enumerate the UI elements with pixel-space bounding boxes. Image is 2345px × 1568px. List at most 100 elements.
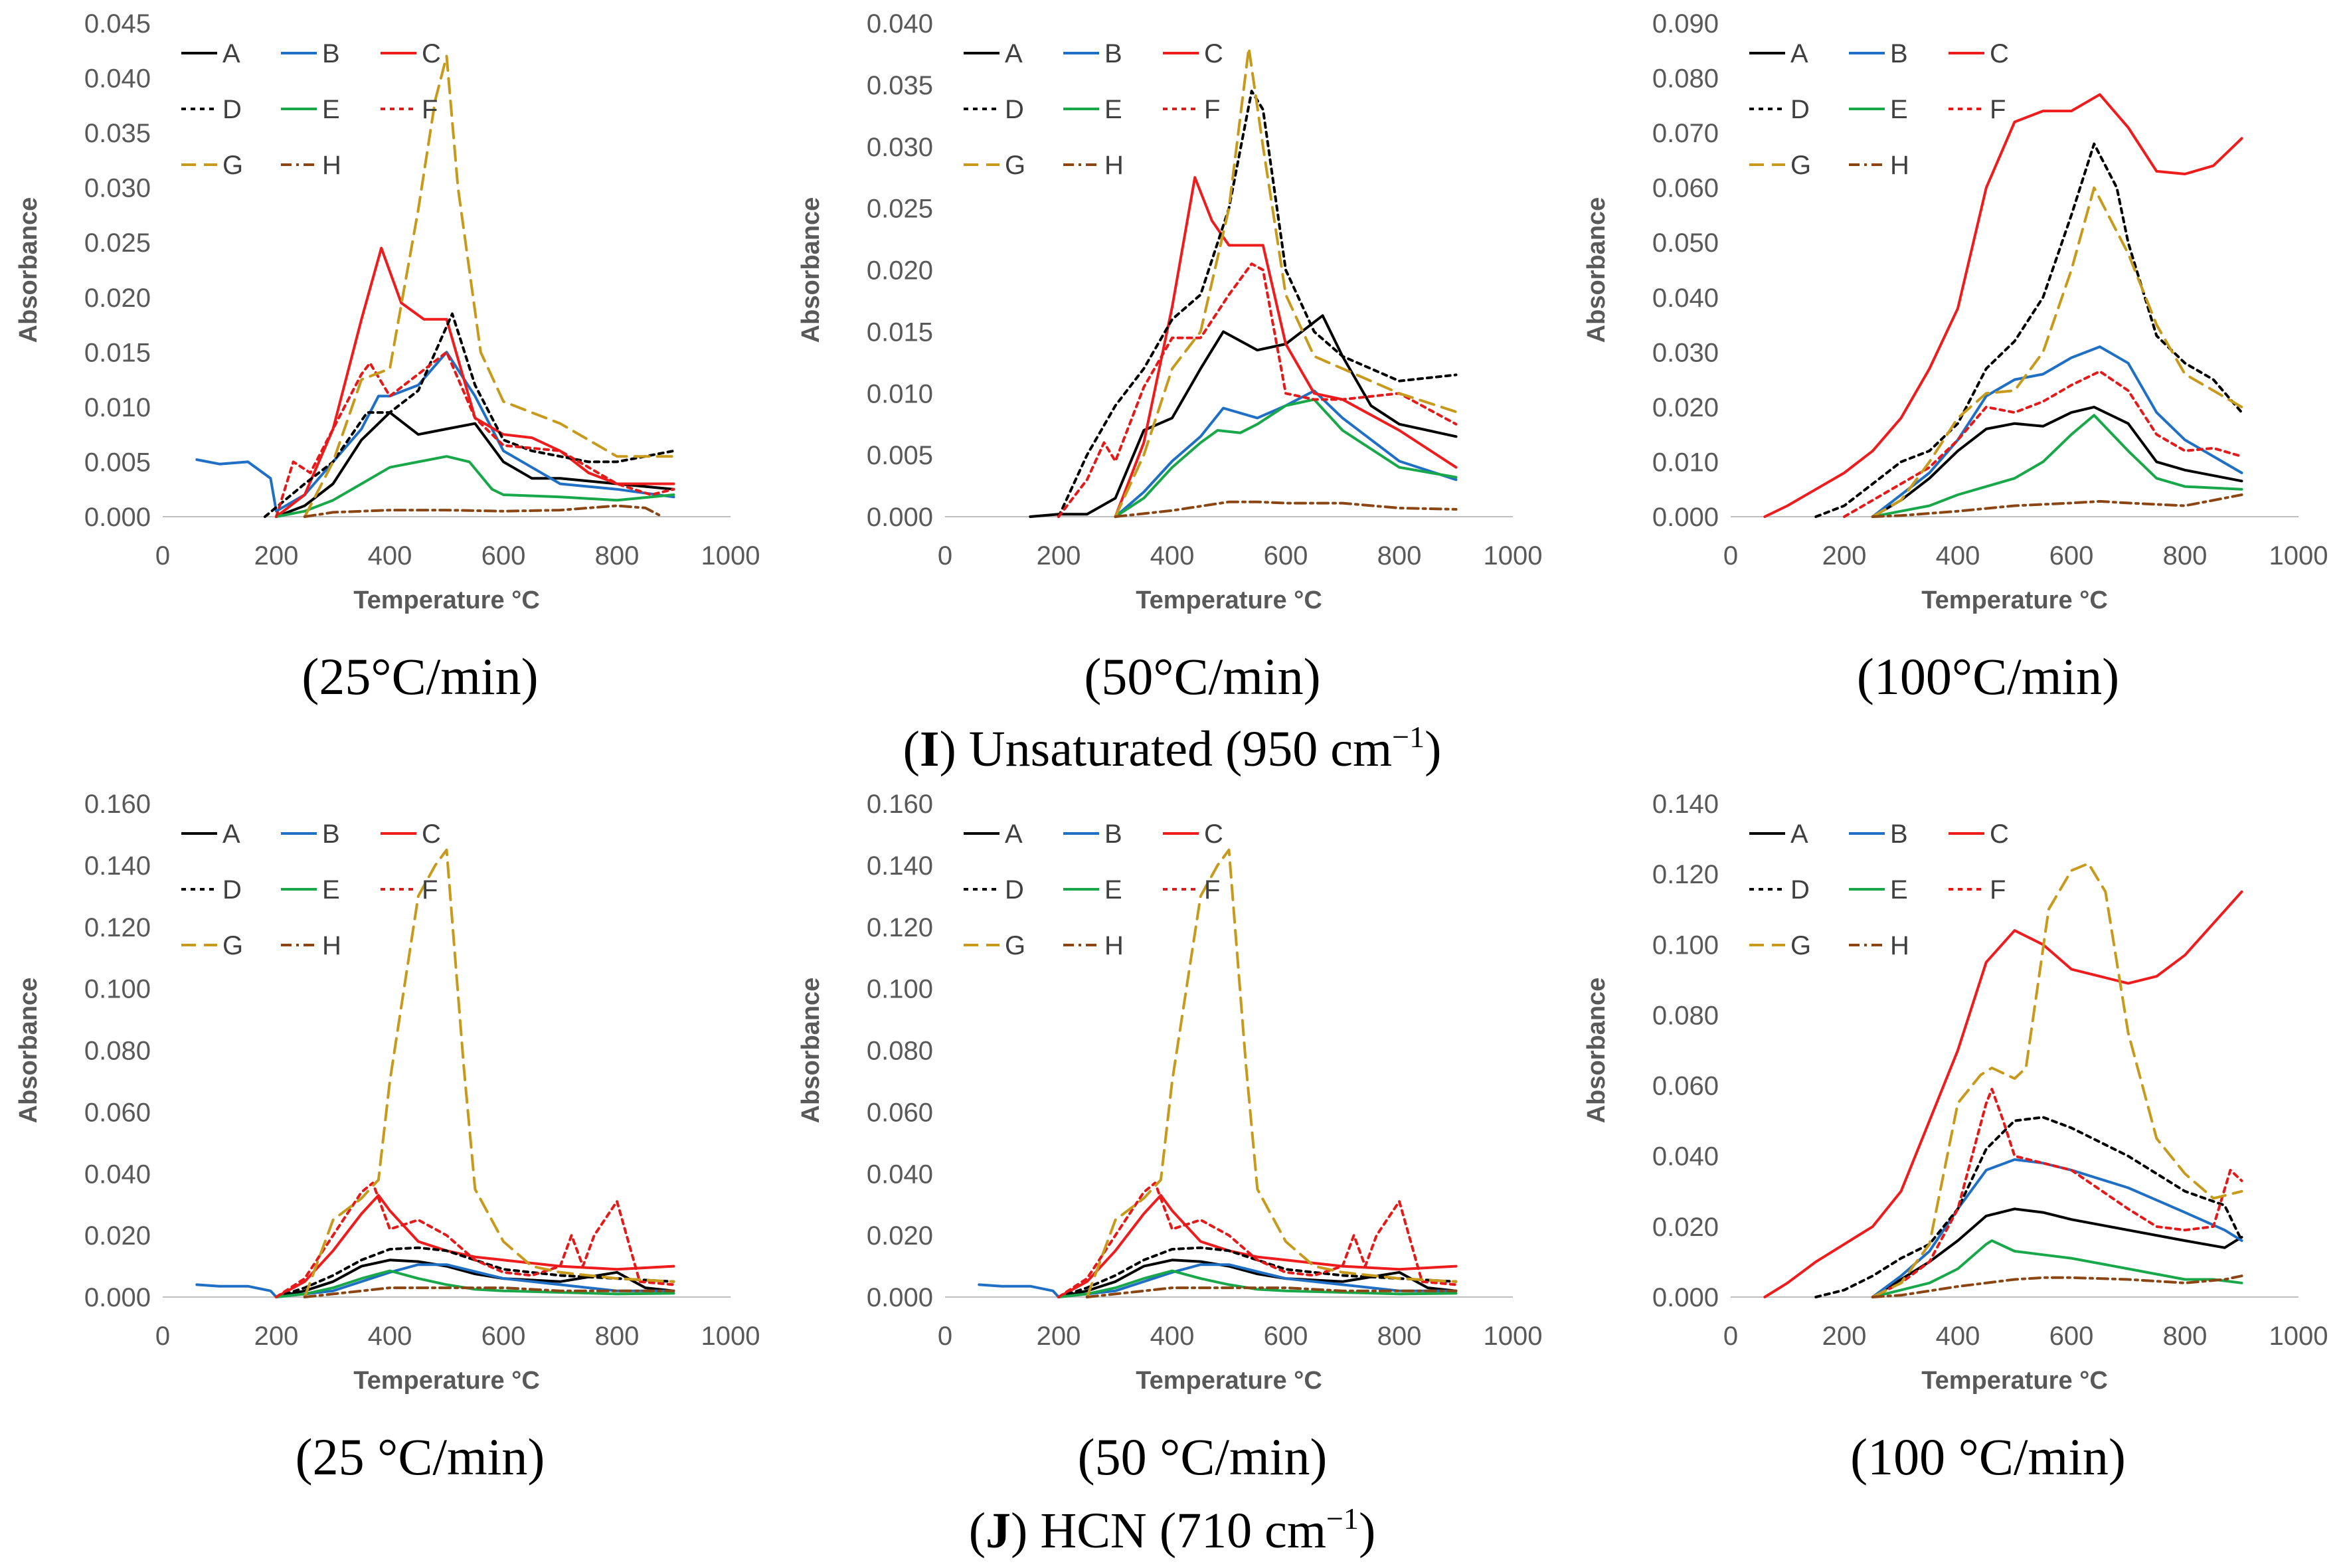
series-line-d — [1814, 142, 2243, 518]
series-line-b — [1871, 345, 2243, 518]
y-tick-label: 0.060 — [1652, 174, 1719, 203]
y-tick-label: 0.015 — [84, 338, 151, 367]
legend-label-g: G — [222, 151, 243, 180]
y-tick-label: 0.040 — [867, 9, 933, 39]
series-line-f — [1843, 370, 2243, 518]
series-line-b — [1114, 389, 1458, 518]
series-line-c — [275, 246, 675, 518]
chart-panel-unsaturated-50: 0.000 0.005 0.010 0.015 0.020 0.025 0.030 0.035… — [797, 9, 1542, 705]
y-tick-label: 0.025 — [867, 195, 933, 224]
series-line-c — [1763, 93, 2243, 518]
panel-caption: (100 °C/min) — [1850, 1428, 2126, 1486]
y-tick-label: 0.160 — [867, 790, 933, 819]
series-line-h — [1871, 493, 2243, 518]
x-axis-title: Temperature °C — [353, 586, 540, 614]
legend-label-a: A — [222, 820, 240, 849]
y-tick-label: 0.010 — [84, 393, 151, 422]
legend-label-f: F — [1990, 875, 2006, 905]
y-tick-label: 0.010 — [1652, 448, 1719, 477]
x-tick-label: 200 — [254, 541, 299, 570]
y-tick-label: 0.140 — [1652, 790, 1719, 819]
series-line-e — [1871, 414, 2243, 518]
legend-label-f: F — [1204, 95, 1220, 124]
legend-label-g: G — [1005, 931, 1025, 960]
y-tick-label: 0.120 — [84, 913, 151, 942]
x-tick-label: 400 — [1150, 541, 1195, 570]
x-tick-label: 1000 — [2269, 1322, 2328, 1351]
legend-label-d: D — [222, 875, 242, 905]
y-axis-title: Absorbance — [15, 197, 43, 343]
series-line-g — [303, 54, 675, 518]
y-tick-label: 0.140 — [867, 851, 933, 881]
x-tick-label: 0 — [1723, 541, 1738, 570]
legend-label-d: D — [1790, 875, 1810, 905]
legend-label-g: G — [1790, 931, 1811, 960]
series-line-d — [263, 312, 675, 518]
y-tick-label: 0.040 — [84, 64, 151, 94]
y-tick-label: 0.040 — [1652, 1142, 1719, 1172]
x-tick-label: 400 — [1936, 1322, 1980, 1351]
legend-label-c: C — [1204, 820, 1223, 849]
x-tick-label: 600 — [2049, 1322, 2094, 1351]
x-tick-label: 0 — [938, 1322, 952, 1351]
x-axis-title: Temperature °C — [1136, 586, 1322, 614]
y-tick-label: 0.000 — [867, 503, 933, 532]
x-tick-label: 1000 — [701, 541, 760, 570]
series-line-a — [1057, 1259, 1458, 1298]
legend-label-e: E — [1890, 95, 1908, 124]
legend-label-e: E — [1104, 875, 1122, 905]
legend-label-f: F — [422, 875, 438, 905]
y-tick-label: 0.050 — [1652, 228, 1719, 258]
x-tick-label: 400 — [1150, 1322, 1195, 1351]
legend-label-d: D — [1005, 95, 1024, 124]
y-tick-label: 0.000 — [84, 1283, 151, 1312]
x-tick-label: 600 — [1264, 541, 1308, 570]
series-line-h — [1085, 1286, 1458, 1298]
legend-label-f: F — [1204, 875, 1220, 905]
y-tick-label: 0.030 — [84, 174, 151, 203]
legend-label-b: B — [322, 39, 340, 68]
legend-label-e: E — [1890, 875, 1908, 905]
legend-label-c: C — [422, 39, 441, 68]
legend-label-e: E — [322, 875, 340, 905]
series-line-b — [978, 1263, 1458, 1298]
y-axis-title: Absorbance — [1583, 978, 1610, 1124]
x-tick-label: 400 — [368, 1322, 412, 1351]
legend-label-a: A — [1790, 39, 1808, 68]
x-axis-title: Temperature °C — [1921, 1367, 2108, 1395]
y-tick-label: 0.040 — [867, 1160, 933, 1189]
legend-label-f: F — [422, 95, 438, 124]
series-line-c — [275, 1193, 675, 1298]
x-tick-label: 600 — [1264, 1322, 1308, 1351]
x-tick-label: 200 — [1037, 1322, 1081, 1351]
series-line-h — [1114, 500, 1458, 518]
y-tick-label: 0.060 — [84, 1098, 151, 1127]
y-tick-label: 0.010 — [867, 379, 933, 408]
legend-label-e: E — [322, 95, 340, 124]
legend-label-h: H — [322, 151, 341, 180]
y-tick-label: 0.000 — [867, 1283, 933, 1312]
y-tick-label: 0.040 — [84, 1160, 151, 1189]
x-tick-label: 800 — [1377, 1322, 1422, 1351]
legend-label-h: H — [1890, 931, 1909, 960]
legend-label-c: C — [422, 820, 441, 849]
series-line-d — [1814, 1116, 2243, 1298]
y-tick-label: 0.080 — [1652, 1001, 1719, 1030]
series-line-f — [275, 1181, 675, 1298]
x-tick-label: 200 — [1822, 1322, 1867, 1351]
series-line-f — [1057, 262, 1458, 518]
y-tick-label: 0.030 — [1652, 338, 1719, 367]
y-tick-label: 0.000 — [84, 503, 151, 532]
x-tick-label: 600 — [2049, 541, 2094, 570]
legend-label-b: B — [1890, 39, 1908, 68]
y-tick-label: 0.080 — [1652, 64, 1719, 94]
series-line-e — [275, 1269, 675, 1298]
x-axis-title: Temperature °C — [1136, 1367, 1322, 1395]
legend-label-d: D — [222, 95, 242, 124]
y-tick-label: 0.020 — [867, 256, 933, 286]
series-line-h — [303, 1286, 675, 1298]
y-tick-label: 0.120 — [867, 913, 933, 942]
y-tick-label: 0.020 — [84, 1221, 151, 1251]
series-line-d — [275, 1246, 675, 1298]
series-line-d — [1057, 90, 1458, 518]
